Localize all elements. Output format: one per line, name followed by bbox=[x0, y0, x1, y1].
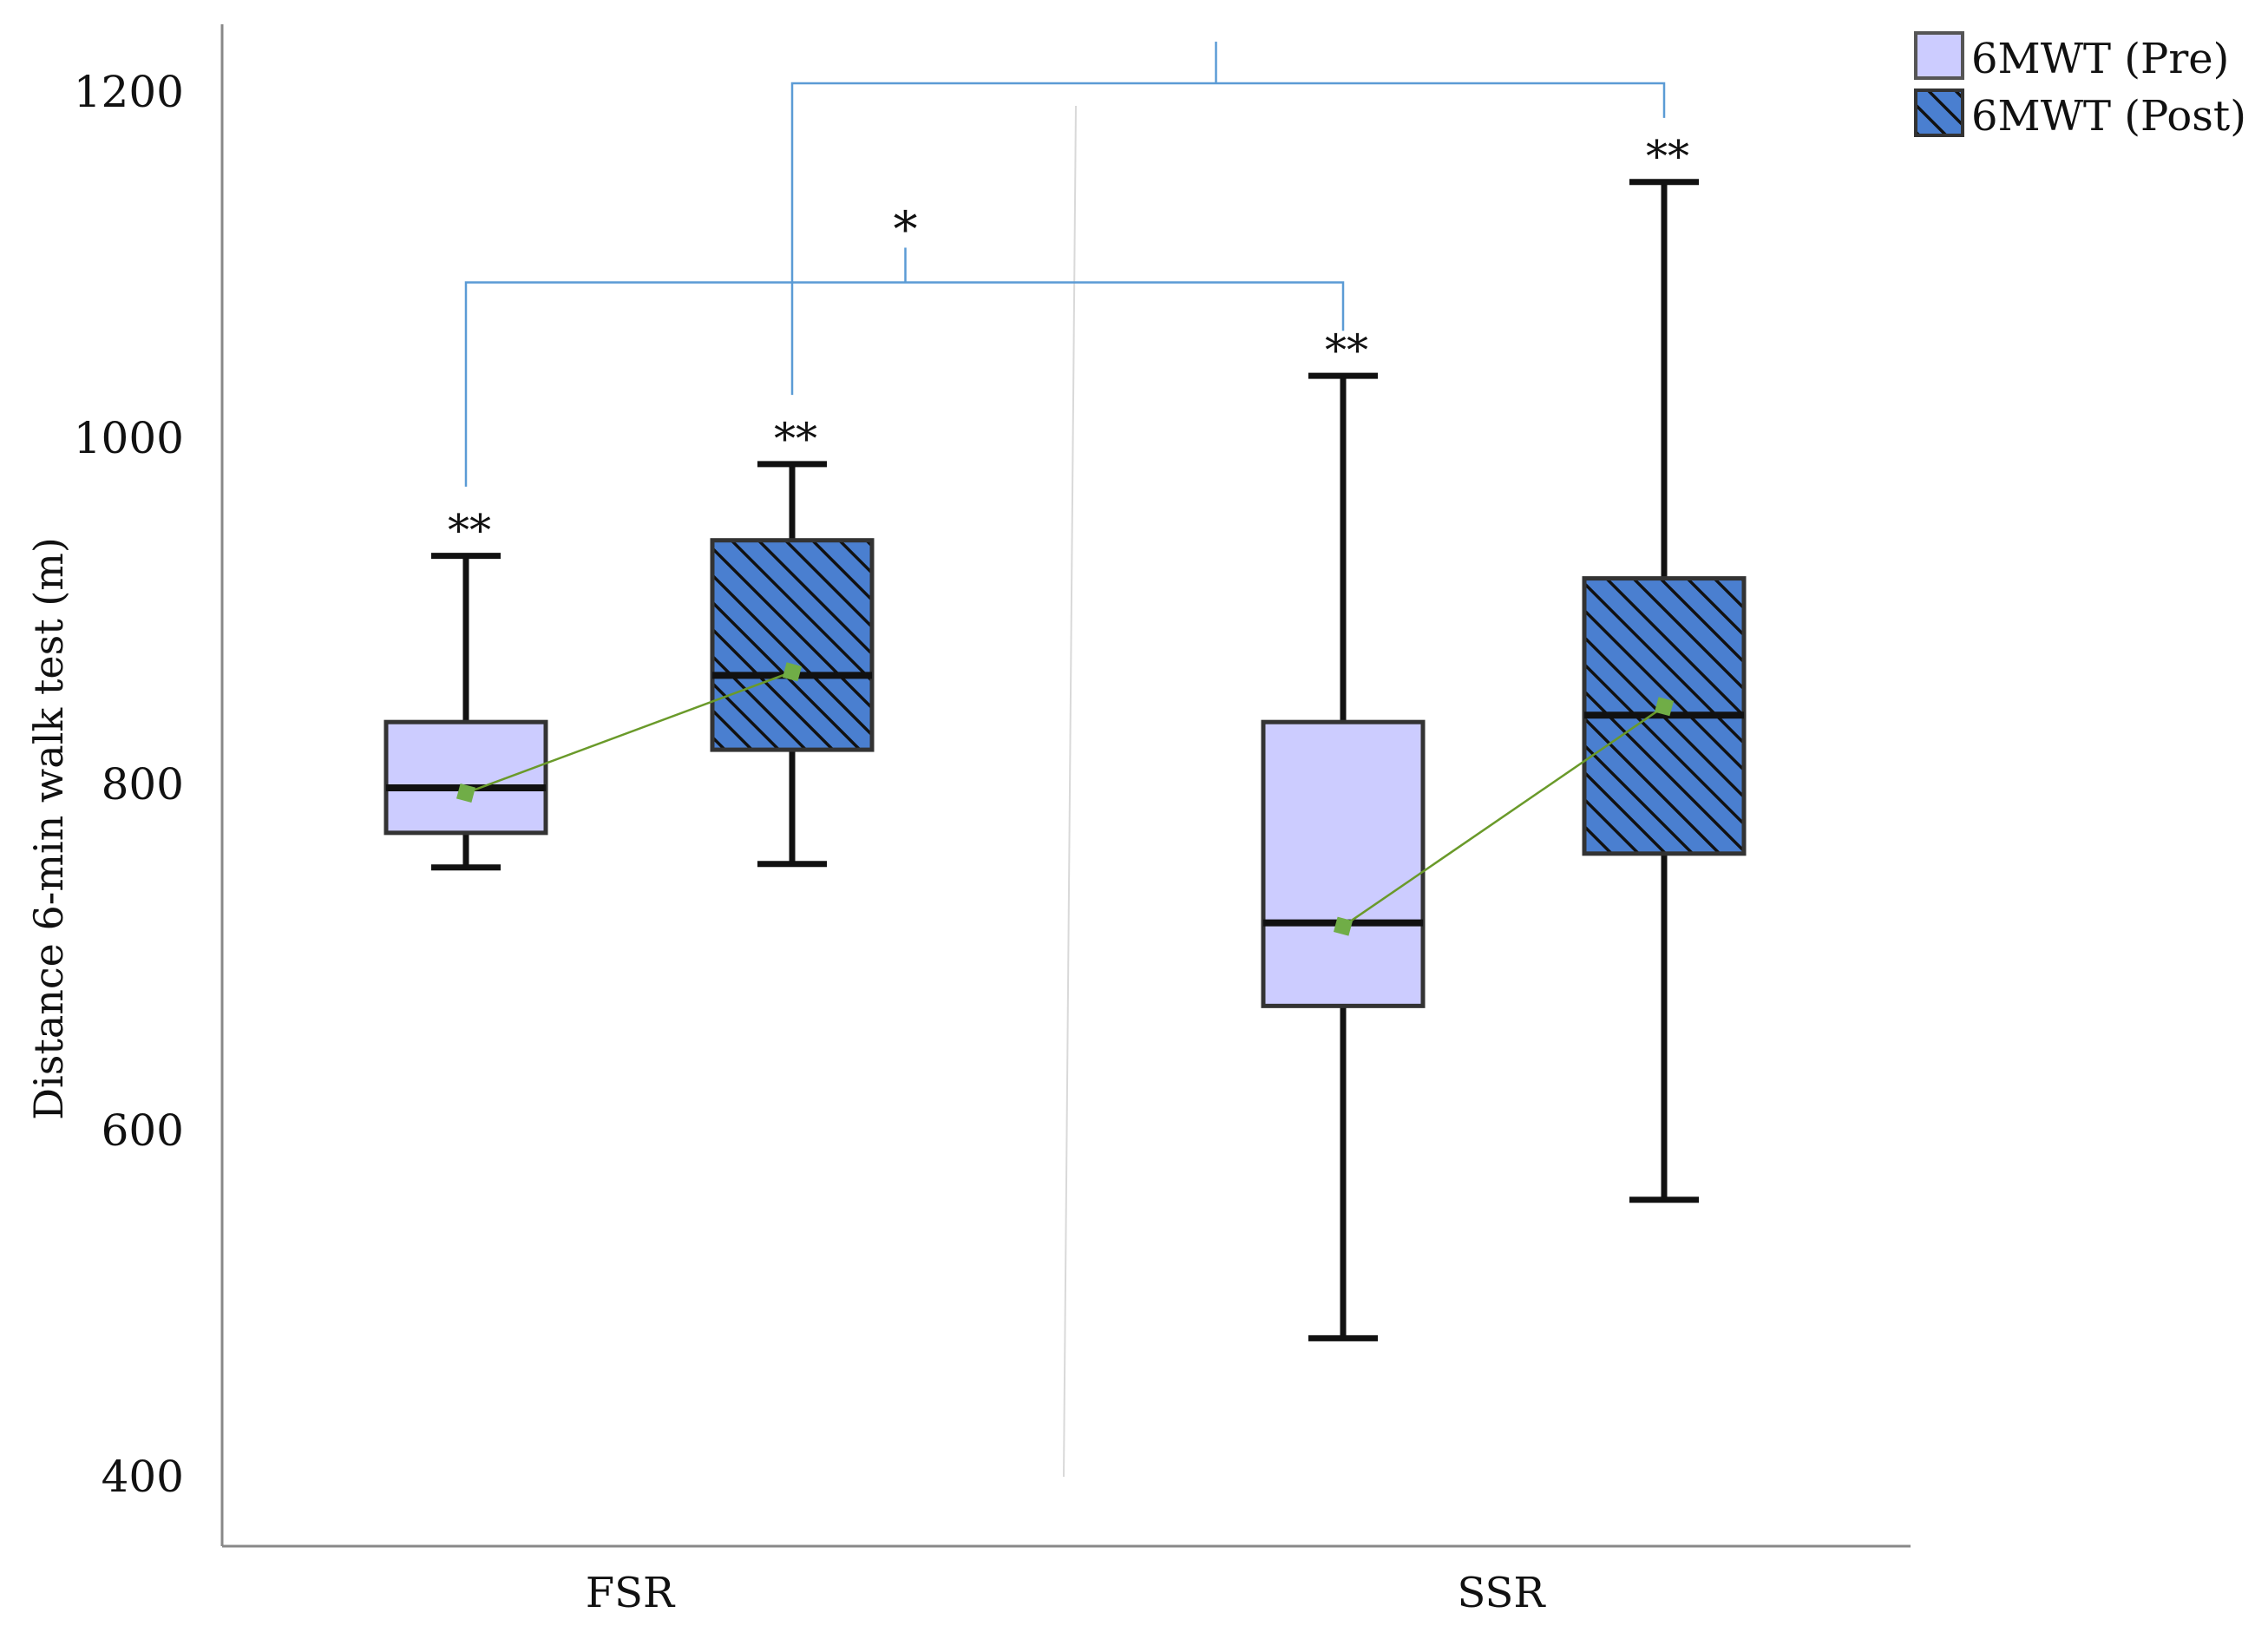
mean-line-ssr bbox=[1342, 705, 1665, 928]
comparison-bracket-post bbox=[790, 82, 1666, 396]
comparison-brackets: * bbox=[464, 42, 1666, 487]
significance-marker-ssr-post: ** bbox=[1646, 132, 1689, 182]
mean-line-fsr bbox=[465, 671, 793, 795]
significance-marker-fsr-pre: ** bbox=[448, 506, 491, 556]
y-tick-label: 800 bbox=[102, 759, 184, 810]
category-label-fsr: FSR bbox=[586, 1569, 676, 1617]
mean-marker-ssr-pre bbox=[1333, 916, 1354, 936]
mean-marker-ssr-post bbox=[1654, 697, 1675, 717]
mean-marker-fsr-post bbox=[782, 662, 803, 682]
significance-marker-fsr-post: ** bbox=[774, 414, 817, 464]
y-tick-label: 1200 bbox=[74, 67, 184, 117]
legend-swatch-pre bbox=[1914, 31, 1964, 80]
box-group bbox=[383, 179, 1747, 1341]
mean-lines bbox=[456, 662, 1675, 936]
box-fsr-post bbox=[710, 538, 875, 752]
legend-swatch-post bbox=[1914, 89, 1964, 137]
significance-marker-ssr-pre: ** bbox=[1325, 325, 1368, 376]
box-ssr-pre bbox=[1261, 719, 1426, 1008]
group-divider-line bbox=[1063, 105, 1077, 1478]
comparison-bracket-pre bbox=[464, 281, 1345, 487]
y-tick-label: 400 bbox=[102, 1452, 184, 1502]
mean-marker-fsr-pre bbox=[456, 783, 476, 803]
y-tick-label: 600 bbox=[102, 1105, 184, 1156]
box-fsr-pre bbox=[383, 719, 548, 836]
y-axis-label: Distance 6-min walk test (m) bbox=[25, 537, 72, 1120]
comparison-label-pre: * bbox=[894, 201, 918, 258]
y-tick-label: 1000 bbox=[74, 413, 184, 463]
legend-label-pre: 6MWT (Pre) bbox=[1971, 35, 2229, 83]
category-label-ssr: SSR bbox=[1457, 1569, 1546, 1617]
legend-label-post: 6MWT (Post) bbox=[1971, 92, 2246, 141]
significance-markers: ** ** ** ** bbox=[448, 132, 1689, 556]
y-tick-labels: 400 600 800 1000 1200 bbox=[74, 67, 184, 1502]
legend: 6MWT (Pre) 6MWT (Post) bbox=[1914, 31, 2246, 141]
